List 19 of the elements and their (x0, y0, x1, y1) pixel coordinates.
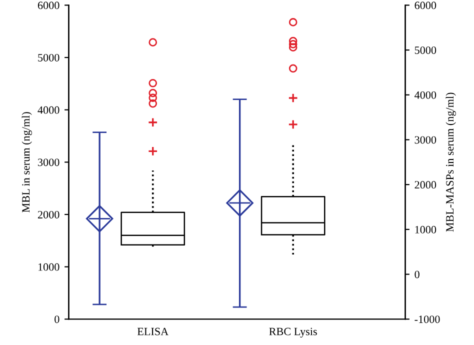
y2-tick-label: 6000 (414, 2, 436, 10)
x-tick-label: RBC Lysis (269, 328, 317, 338)
y2-axis-title: MBL-MASPs in serum (ng/ml) (446, 92, 456, 232)
y-tick-label: 1000 (38, 263, 60, 271)
y2-tick-label: 4000 (414, 91, 436, 99)
y-axis-title: MBL in serum (ng/ml) (22, 112, 32, 212)
y2-tick-label: 1000 (415, 226, 436, 234)
y-tick-label: 0 (54, 316, 60, 324)
y-tick-label: 4000 (38, 106, 60, 114)
y2-tick-label: -1000 (414, 316, 440, 324)
y-tick-label: 2000 (38, 210, 60, 218)
x-tick-label: ELISA (137, 328, 169, 336)
y2-tick-label: 3000 (414, 136, 436, 144)
y2-tick-label: 0 (414, 270, 420, 278)
y-tick-label: 3000 (38, 158, 60, 166)
y2-tick-label: 2000 (414, 181, 436, 189)
y-tick-label: 6000 (38, 2, 60, 10)
y2-tick-label: 5000 (414, 46, 436, 54)
y-tick-label: 5000 (38, 54, 60, 62)
